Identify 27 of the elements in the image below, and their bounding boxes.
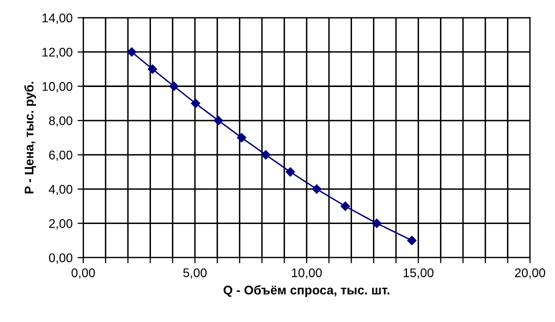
point — [237, 133, 246, 142]
point — [407, 236, 416, 246]
y-axis-title: P - Цена, тыс. руб. — [24, 82, 36, 194]
x-tick-label: 15,00 — [404, 268, 434, 279]
x-tick-label: 0,00 — [72, 268, 95, 279]
y-tick-label: 14,00 — [42, 14, 72, 24]
point — [261, 150, 270, 160]
y-tick-label: 4,00 — [48, 184, 72, 196]
x-tick-label: 20,00 — [515, 268, 546, 279]
point — [340, 202, 350, 211]
point — [169, 82, 179, 91]
point — [214, 116, 224, 126]
point — [190, 98, 200, 108]
y-tick-label: 12,00 — [42, 48, 72, 58]
y-tick-label: 0,00 — [48, 253, 72, 264]
y-tick-label: 8,00 — [49, 116, 72, 127]
point — [286, 167, 295, 177]
y-tick-label: 10,00 — [42, 82, 72, 92]
x-axis-title: Q - Объём спроса, тыс. шт. — [224, 285, 390, 297]
point — [312, 184, 322, 194]
y-tick-label: 2,00 — [49, 219, 72, 230]
y-tick-label: 6,00 — [49, 150, 72, 161]
x-tick-label: 10,00 — [292, 268, 322, 279]
point — [372, 218, 382, 228]
point — [127, 47, 136, 57]
point — [148, 64, 158, 74]
x-tick-label: 5,00 — [183, 268, 207, 279]
